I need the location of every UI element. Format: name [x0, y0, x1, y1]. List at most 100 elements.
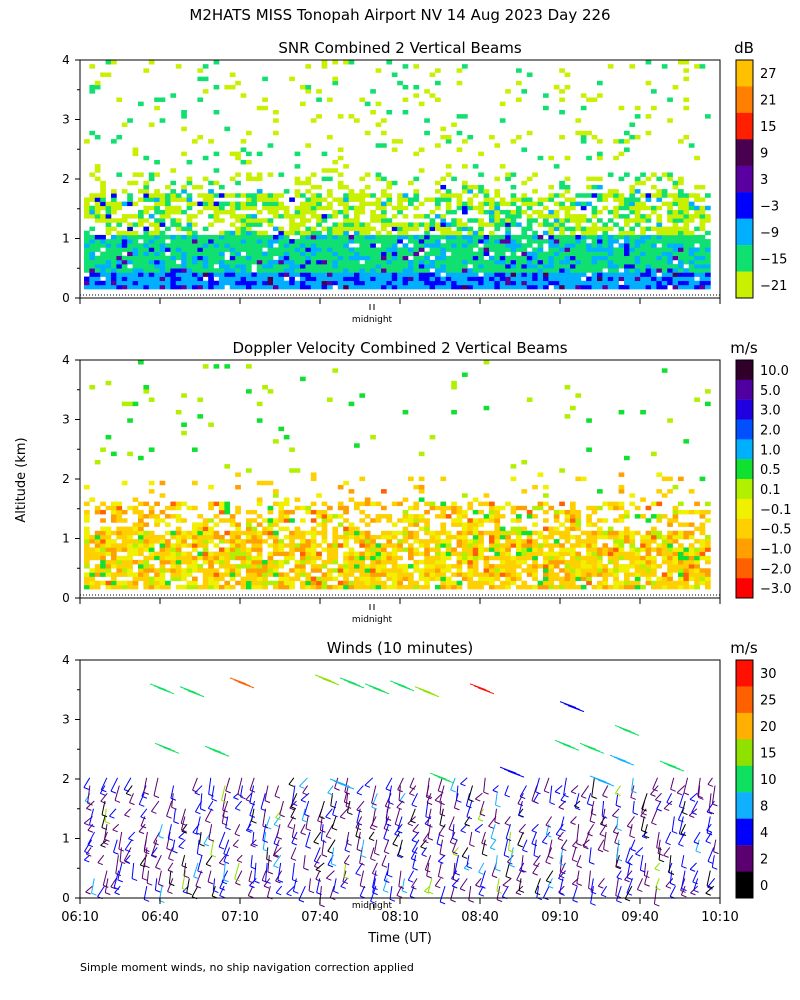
heatmap-cell [165, 234, 171, 240]
heatmap-cell [532, 280, 538, 286]
heatmap-cell [370, 243, 376, 248]
heatmap-cell [138, 514, 144, 519]
heatmap-cell [688, 534, 695, 540]
heatmap-cell [678, 543, 684, 548]
wind-barb-flag [219, 887, 226, 891]
heatmap-cell [402, 193, 409, 198]
heatmap-cell [321, 64, 328, 69]
heatmap-cell [418, 526, 425, 532]
heatmap-cell [618, 276, 625, 282]
heatmap-cell [489, 201, 495, 207]
wind-barb [208, 824, 213, 840]
heatmap-cell [489, 214, 495, 219]
heatmap-cell [580, 239, 587, 244]
heatmap-cell [94, 84, 101, 90]
heatmap-cell [559, 201, 565, 207]
heatmap-cell [332, 280, 339, 286]
heatmap-cell [159, 584, 166, 590]
heatmap-cell [575, 234, 582, 240]
heatmap-cell [375, 201, 382, 207]
heatmap-cell [397, 276, 403, 282]
heatmap-cell [316, 184, 322, 190]
wind-barb [196, 816, 201, 834]
heatmap-cell [159, 493, 166, 498]
heatmap-cell [553, 272, 560, 277]
heatmap-cell [300, 84, 306, 90]
wind-barb-flag [144, 865, 150, 869]
heatmap-cell [294, 243, 301, 248]
heatmap-cell [154, 230, 160, 236]
wind-barb [178, 839, 186, 848]
heatmap-cell [132, 505, 139, 511]
heatmap-cell [159, 580, 166, 586]
heatmap-cell [456, 218, 463, 223]
heatmap-cell [624, 247, 630, 252]
heatmap-cell [451, 505, 457, 511]
heatmap-cell [219, 251, 225, 257]
heatmap-cell [429, 93, 436, 98]
wind-barb [359, 870, 365, 886]
heatmap-cell [559, 522, 565, 527]
heatmap-cell [327, 243, 333, 248]
heatmap-cell [462, 255, 468, 261]
wind-barb-flag [87, 829, 94, 833]
heatmap-cell [94, 284, 101, 290]
heatmap-cell [661, 559, 668, 565]
heatmap-cell [321, 168, 328, 173]
heatmap-cell [651, 584, 657, 590]
heatmap-cell [267, 243, 274, 248]
heatmap-cell [672, 243, 679, 248]
heatmap-cell [521, 197, 528, 202]
heatmap-cell [586, 564, 592, 569]
heatmap-cell [181, 226, 187, 232]
heatmap-cell [624, 139, 630, 144]
heatmap-cell [516, 543, 522, 548]
heatmap-cell [634, 134, 641, 140]
heatmap-cell [148, 514, 155, 519]
heatmap-cell [170, 505, 177, 511]
heatmap-cell [364, 555, 371, 561]
heatmap-cell [575, 214, 582, 219]
heatmap-cell [208, 551, 214, 557]
heatmap-cell [499, 251, 506, 257]
heatmap-cell [116, 543, 123, 548]
heatmap-cell [267, 193, 274, 198]
heatmap-cell [505, 284, 511, 290]
heatmap-cell [100, 555, 106, 561]
heatmap-cell [278, 172, 285, 177]
heatmap-cell [418, 559, 425, 565]
y-tick-label: 1 [62, 232, 70, 246]
heatmap-cell [246, 568, 252, 573]
heatmap-cell [516, 272, 522, 277]
heatmap-cell [359, 530, 366, 536]
heatmap-cell [348, 268, 355, 273]
heatmap-cell [505, 176, 511, 182]
colorbar-frame [735, 59, 754, 299]
heatmap-cell [159, 518, 166, 523]
heatmap-cell [186, 226, 193, 232]
heatmap-cell [202, 247, 209, 252]
heatmap-cell [629, 243, 636, 248]
heatmap-cell [359, 255, 366, 261]
heatmap-cell [683, 259, 690, 265]
heatmap-cell [343, 564, 349, 569]
heatmap-cell [570, 584, 576, 590]
heatmap-cell [548, 276, 555, 282]
heatmap-cell [89, 205, 96, 211]
heatmap-cell [559, 551, 565, 557]
heatmap-cell [192, 268, 198, 273]
heatmap-cell [186, 559, 193, 565]
heatmap-cell [413, 484, 420, 490]
heatmap-cell [667, 176, 673, 182]
heatmap-cell [629, 284, 636, 290]
wind-barb-flag [273, 853, 280, 857]
heatmap-cell [132, 526, 139, 532]
heatmap-cell [235, 205, 241, 211]
heatmap-cell [321, 218, 328, 223]
heatmap-cell [289, 534, 295, 540]
heatmap-cell [229, 268, 236, 273]
heatmap-cell [678, 280, 684, 286]
heatmap-cell [165, 276, 171, 282]
heatmap-cell [575, 272, 582, 277]
heatmap-cell [575, 243, 582, 248]
